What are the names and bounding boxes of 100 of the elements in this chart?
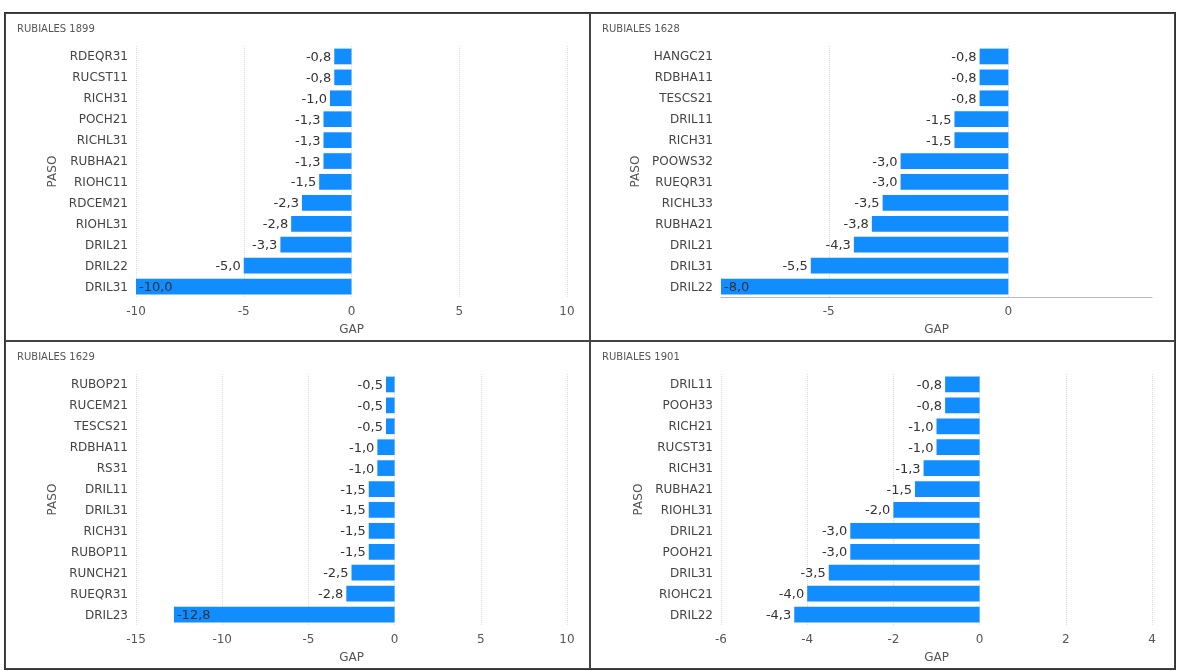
x-axis-title: GAP [924, 650, 949, 664]
y-tick-label: POOH21 [662, 544, 713, 559]
data-label: -1,3 [295, 153, 321, 169]
data-label: -2,0 [865, 502, 891, 518]
y-tick-label: RDBHA11 [69, 440, 128, 455]
x-tick-label: -10 [212, 632, 232, 646]
y-tick-label: RIOHC21 [659, 586, 713, 601]
data-label: -3,5 [800, 565, 826, 581]
y-tick-label: DRIL11 [669, 112, 713, 127]
data-label: -0,8 [951, 90, 977, 106]
y-tick-label: POCH21 [78, 112, 128, 127]
y-tick-label: DRIL31 [669, 258, 713, 273]
data-label: -0,8 [951, 48, 977, 64]
y-tick-label: DRIL22 [669, 279, 713, 294]
x-tick-label: 10 [559, 304, 575, 318]
y-tick-label: RICH31 [668, 133, 713, 148]
data-label: -2,8 [317, 586, 344, 602]
y-tick-label: RDCEM21 [68, 195, 128, 210]
y-tick-label: RIOHL31 [660, 502, 713, 517]
y-axis-title: PASO [44, 155, 59, 188]
y-tick-label: RUBOP21 [70, 377, 128, 392]
y-tick-label: HANGC21 [653, 49, 713, 64]
x-tick-label: -5 [302, 632, 315, 646]
x-tick-label: -10 [126, 304, 146, 318]
y-tick-label: RIOHC11 [74, 174, 128, 189]
y-tick-label: RDBHA11 [654, 70, 713, 85]
data-label: -1,5 [926, 111, 952, 127]
y-tick-label: DRIL31 [84, 279, 128, 294]
y-tick-label: RICH21 [668, 419, 713, 434]
x-axis-title: GAP [339, 322, 364, 336]
data-label: -1,0 [348, 460, 375, 476]
text: RUBIALES 1899 [17, 22, 95, 34]
data-label: -4,3 [765, 607, 792, 623]
y-tick-label: DRIL21 [669, 523, 713, 538]
y-tick-label: RUBHA21 [655, 216, 713, 231]
data-label: -1,5 [340, 502, 366, 518]
data-label: -0,5 [357, 397, 383, 413]
x-tick-label: 2 [1061, 632, 1070, 646]
y-tick-label: RUEQR31 [655, 174, 713, 189]
y-axis-title: PASO [631, 483, 646, 516]
x-tick-label: 0 [347, 304, 356, 318]
y-tick-label: RUCST11 [72, 70, 128, 85]
data-label: -3,0 [821, 544, 848, 560]
data-label: -3,8 [843, 216, 869, 232]
y-tick-label: RIOHL31 [75, 216, 128, 231]
data-label: -0,5 [357, 418, 383, 434]
data-label: -1,5 [340, 523, 366, 539]
y-axis-title: PASO [628, 155, 643, 188]
y-tick-label: DRIL23 [84, 607, 128, 622]
x-axis-title: GAP [339, 650, 364, 664]
y-tick-label: RICHL31 [76, 133, 128, 148]
y-tick-label: RUBOP11 [70, 544, 128, 559]
x-tick-label: -2 [887, 632, 900, 646]
y-tick-label: RICH31 [83, 523, 128, 538]
text: RUBIALES 1629 [17, 350, 95, 362]
y-tick-label: TESCS21 [73, 419, 128, 434]
y-tick-label: DRIL31 [84, 502, 128, 517]
x-tick-label: -5 [237, 304, 250, 318]
y-tick-label: DRIL11 [84, 482, 128, 497]
data-label: -0,8 [305, 69, 332, 85]
data-label: -1,5 [290, 174, 317, 190]
data-label: -1,5 [926, 132, 952, 148]
y-tick-label: POOWS32 [652, 154, 713, 169]
x-tick-label: 0 [975, 632, 984, 646]
data-label: -0,8 [916, 376, 943, 392]
y-tick-label: RUNCH21 [69, 565, 128, 580]
x-tick-label: 0 [1004, 304, 1013, 318]
y-tick-label: RUCEM21 [69, 398, 128, 413]
data-label: -1,0 [348, 439, 375, 455]
data-label: -4,3 [825, 237, 851, 253]
data-label: -3,0 [821, 523, 848, 539]
x-tick-label: -5 [822, 304, 835, 318]
data-label: -8,0 [724, 279, 750, 295]
y-tick-label: DRIL21 [84, 237, 128, 252]
data-label: -12,8 [176, 607, 211, 623]
x-tick-label: 5 [476, 632, 485, 646]
data-label: -0,8 [951, 69, 977, 85]
x-tick-label: 4 [1148, 632, 1156, 646]
y-tick-label: RUBHA21 [655, 482, 713, 497]
data-label: -1,0 [301, 90, 327, 106]
y-axis-title: PASO [45, 483, 60, 516]
data-label: -1,3 [295, 132, 321, 148]
x-tick-label: -4 [801, 632, 814, 646]
data-label: -1,5 [340, 481, 366, 497]
x-tick-label: 10 [559, 632, 575, 646]
y-tick-label: RICH31 [668, 461, 713, 476]
data-label: -1,5 [340, 544, 366, 560]
y-tick-label: DRIL31 [669, 565, 713, 580]
data-label: -3,5 [854, 195, 880, 211]
y-tick-label: DRIL22 [84, 258, 128, 273]
data-label: -10,0 [139, 279, 173, 295]
data-label: -1,3 [295, 111, 321, 127]
data-label: -2,5 [323, 565, 349, 581]
y-tick-label: RUBHA21 [70, 154, 128, 169]
data-label: -5,0 [215, 258, 241, 274]
x-tick-label: -6 [715, 632, 727, 646]
text: RUBIALES 1628 [602, 22, 680, 34]
data-label: -1,0 [908, 439, 934, 455]
y-tick-label: DRIL11 [669, 377, 713, 392]
data-label: -3,0 [872, 174, 898, 190]
